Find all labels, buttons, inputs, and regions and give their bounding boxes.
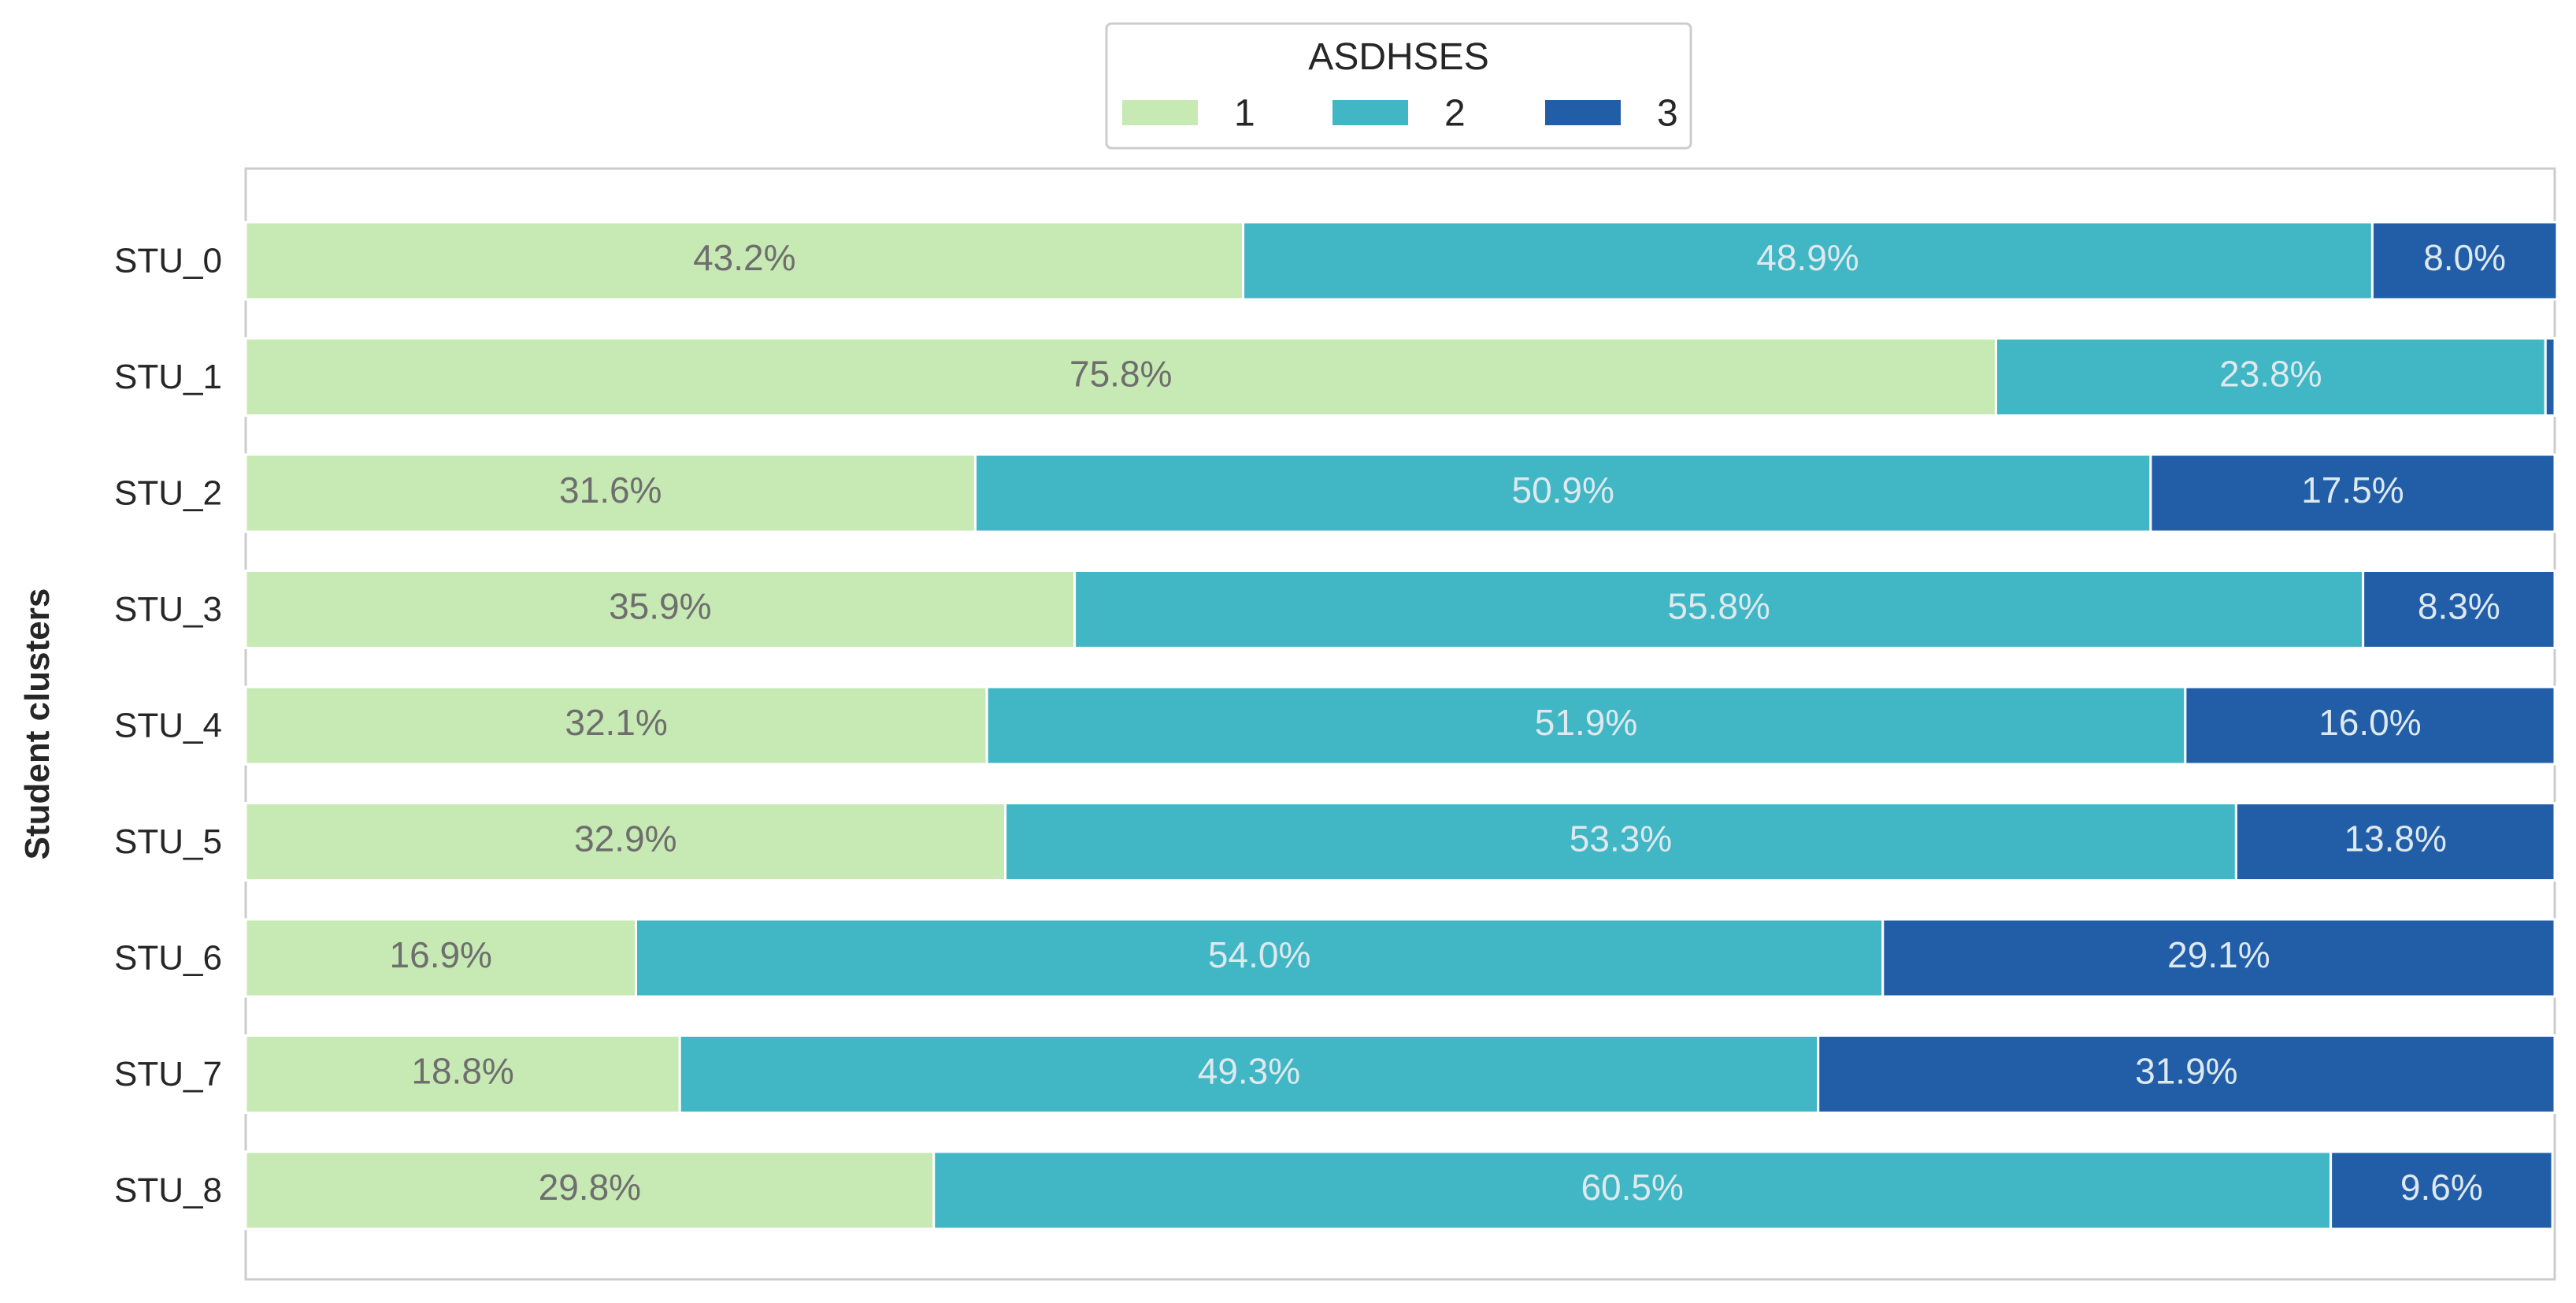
y-tick-label: STU_1 bbox=[114, 358, 222, 396]
bar-value-label: 31.6% bbox=[559, 470, 662, 510]
legend-label: 2 bbox=[1444, 93, 1466, 135]
bar-value-label: 54.0% bbox=[1208, 934, 1310, 975]
bar-value-label: 35.9% bbox=[609, 586, 711, 627]
legend-entries: 1 2 3 bbox=[1122, 93, 1678, 135]
legend-label: 1 bbox=[1234, 93, 1255, 135]
bar-segment bbox=[244, 1034, 681, 1114]
bar-segment bbox=[985, 685, 2187, 766]
bar-segment bbox=[2370, 221, 2559, 301]
bar-segment bbox=[1817, 1034, 2556, 1114]
bar-segment bbox=[244, 221, 1245, 301]
bar-segment bbox=[2544, 337, 2556, 417]
bar-value-label: 29.8% bbox=[539, 1167, 641, 1208]
bar-segment bbox=[2234, 802, 2556, 882]
y-tick-label: STU_3 bbox=[114, 590, 222, 629]
bar-value-label: 16.9% bbox=[390, 934, 492, 975]
y-tick-label: STU_7 bbox=[114, 1055, 222, 1093]
y-tick-label: STU_2 bbox=[114, 474, 222, 513]
bar-segment bbox=[244, 453, 977, 533]
bar-value-label: 8.0% bbox=[2423, 237, 2506, 278]
bar-labels-layer: 43.2% 48.9% 8.0% 75.8% 23.8% 31.6% 50.9% 17.5% 3… bbox=[390, 237, 2507, 1208]
bar-segment bbox=[1073, 570, 2365, 649]
legend-swatch bbox=[1332, 100, 1408, 125]
bars-layer bbox=[244, 221, 2559, 1231]
bar-value-label: 53.3% bbox=[1570, 819, 1672, 859]
bar-value-label: 43.2% bbox=[693, 237, 795, 278]
bar-value-label: 32.1% bbox=[565, 702, 667, 743]
bar-value-label: 13.8% bbox=[2344, 819, 2446, 859]
bar-segment bbox=[1994, 337, 2547, 417]
bar-value-label: 51.9% bbox=[1535, 702, 1637, 743]
y-tick-label: STU_8 bbox=[114, 1171, 222, 1210]
bar-segment bbox=[2184, 685, 2556, 766]
bar-value-label: 75.8% bbox=[1069, 354, 1172, 395]
bar-segment bbox=[244, 685, 988, 766]
bar-segment bbox=[244, 918, 638, 998]
legend: ASDHSES 1 2 3 bbox=[1105, 22, 1692, 150]
y-tick-label: STU_0 bbox=[114, 242, 222, 280]
bar-value-label: 23.8% bbox=[2219, 354, 2322, 395]
legend-swatch bbox=[1122, 100, 1198, 125]
y-tick-label: STU_5 bbox=[114, 822, 222, 861]
y-axis-title: Student clusters bbox=[18, 588, 57, 860]
bar-value-label: 60.5% bbox=[1581, 1167, 1683, 1208]
bar-segment bbox=[1242, 221, 2374, 301]
bar-value-label: 8.3% bbox=[2418, 586, 2500, 627]
legend-title: ASDHSES bbox=[1308, 36, 1488, 78]
bar-value-label: 17.5% bbox=[2301, 470, 2404, 510]
bar-value-label: 55.8% bbox=[1667, 586, 1770, 627]
bar-value-label: 50.9% bbox=[1511, 470, 1614, 510]
y-tick-labels: STU_0 STU_1 STU_2 STU_3 STU_4 STU_5 STU_6 STU_7… bbox=[114, 242, 222, 1210]
bar-value-label: 48.9% bbox=[1756, 237, 1859, 278]
bar-segment bbox=[244, 1150, 936, 1231]
bar-value-label: 32.9% bbox=[574, 819, 676, 859]
bar-segment bbox=[2362, 570, 2556, 649]
bar-value-label: 29.1% bbox=[2167, 934, 2270, 975]
bar-value-label: 9.6% bbox=[2400, 1167, 2483, 1208]
bar-segment bbox=[2149, 453, 2556, 533]
bar-value-label: 49.3% bbox=[1198, 1051, 1300, 1092]
y-tick-label: STU_4 bbox=[114, 707, 222, 745]
bar-value-label: 16.0% bbox=[2318, 702, 2421, 743]
legend-frame bbox=[1105, 22, 1692, 150]
bar-segment bbox=[2330, 1150, 2554, 1231]
bar-segment bbox=[1881, 918, 2556, 998]
bar-value-label: 18.8% bbox=[411, 1051, 513, 1092]
bar-segment bbox=[974, 453, 2152, 533]
bar-value-label: 31.9% bbox=[2135, 1051, 2237, 1092]
legend-swatch bbox=[1545, 100, 1621, 125]
y-tick-label: STU_6 bbox=[114, 939, 222, 978]
bar-segment bbox=[244, 337, 1997, 417]
legend-label: 3 bbox=[1657, 93, 1678, 135]
bar-segment bbox=[244, 570, 1077, 649]
